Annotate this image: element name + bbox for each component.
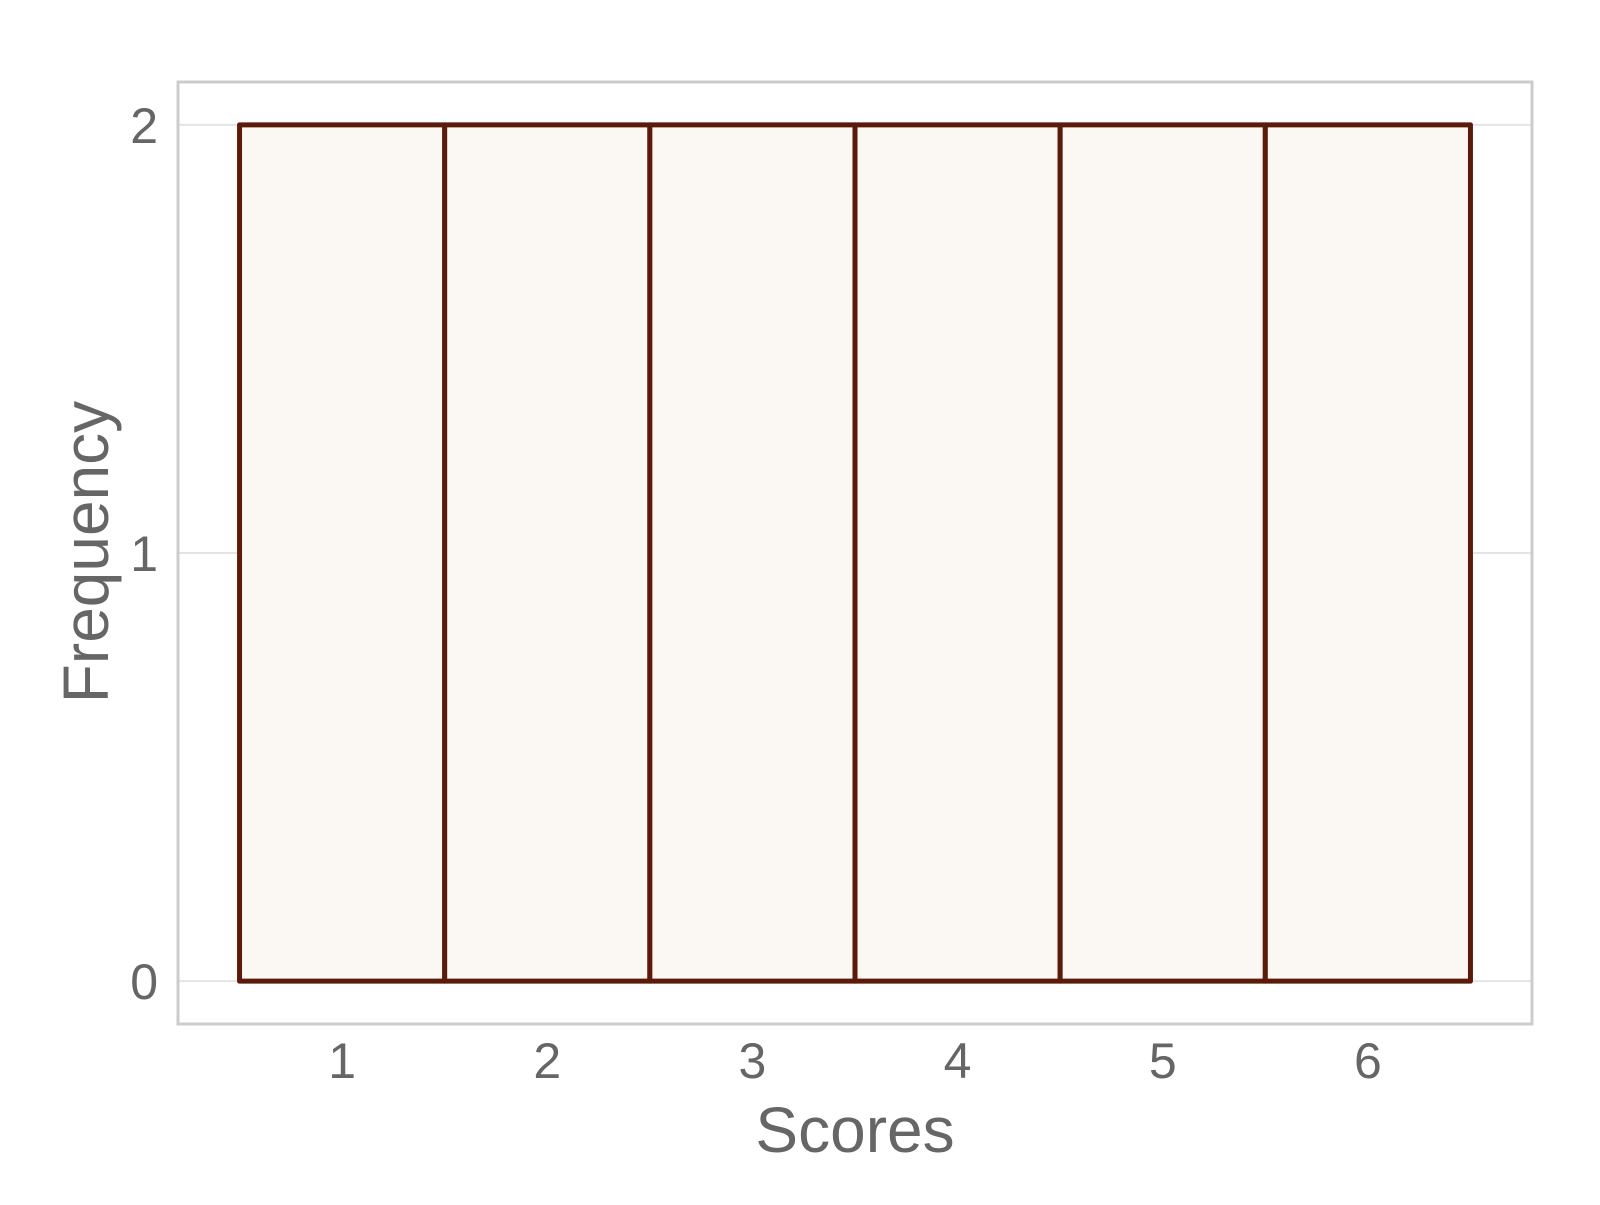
bar-score-1 [237,122,448,984]
bar-score-5 [1057,122,1268,984]
x-tick-label: 4 [944,1033,972,1089]
x-tick-label: 2 [533,1033,561,1089]
y-tick-labels: 0 1 2 [130,98,158,1010]
bar-score-2 [442,122,653,984]
y-tick-label: 2 [130,98,158,154]
bar-score-3 [647,122,858,984]
x-tick-label: 3 [739,1033,767,1089]
plot-frame [176,80,1534,1026]
x-tick-label: 1 [328,1033,356,1089]
x-tick-label: 6 [1354,1033,1382,1089]
bar-score-6 [1262,122,1473,984]
x-axis-label: Scores [755,1094,954,1166]
x-tick-labels: 1 2 3 4 5 6 [328,1033,1382,1089]
y-tick-label: 1 [130,526,158,582]
y-axis-label: Frequency [50,401,122,703]
x-tick-label: 5 [1149,1033,1177,1089]
bar-score-4 [852,122,1063,984]
y-tick-label: 0 [130,954,158,1010]
bars-layer [237,122,1473,984]
